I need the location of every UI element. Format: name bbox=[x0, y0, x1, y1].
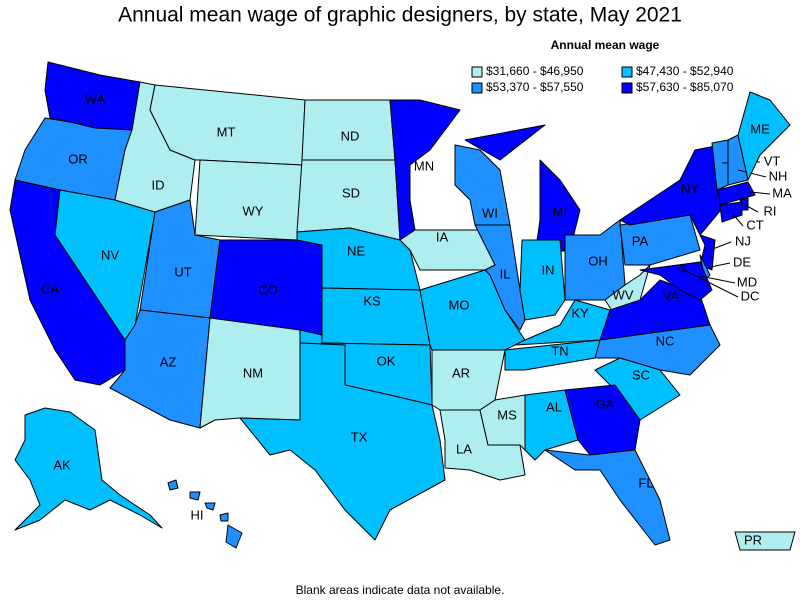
state-label: AL bbox=[546, 399, 562, 414]
state-label: NC bbox=[656, 333, 675, 348]
state-label: FL bbox=[638, 475, 653, 490]
state-label: IN bbox=[542, 262, 555, 277]
state-label: MN bbox=[414, 158, 434, 173]
state-label: CA bbox=[41, 281, 59, 296]
state-label: VT bbox=[764, 153, 781, 168]
state-label: ND bbox=[341, 128, 360, 143]
state-label: RI bbox=[764, 203, 777, 218]
state-shape bbox=[717, 181, 756, 206]
state-shape bbox=[194, 159, 303, 241]
state-label: ID bbox=[152, 177, 165, 192]
map-title: Annual mean wage of graphic designers, b… bbox=[118, 4, 682, 27]
leader-line bbox=[681, 268, 739, 298]
legend-label: $57,630 - $85,070 bbox=[636, 80, 734, 94]
footnote: Blank areas indicate data not available. bbox=[296, 583, 505, 597]
state-shape bbox=[464, 124, 546, 161]
state-label: OK bbox=[377, 353, 396, 368]
state-shape bbox=[734, 531, 796, 551]
state-shape bbox=[474, 224, 526, 331]
state-label: LA bbox=[456, 441, 472, 456]
state-shape bbox=[737, 91, 791, 181]
state-label: NJ bbox=[735, 233, 751, 248]
state-label: KS bbox=[363, 293, 381, 308]
legend-swatch bbox=[621, 66, 633, 78]
legend-swatch bbox=[471, 66, 483, 78]
state-shape bbox=[239, 342, 446, 541]
state-label: GA bbox=[596, 396, 615, 411]
state-label: VA bbox=[663, 288, 680, 303]
state-label: MD bbox=[737, 274, 757, 289]
state-label: MT bbox=[217, 124, 236, 139]
legend-title: Annual mean wage bbox=[551, 38, 660, 52]
state-label: AK bbox=[53, 457, 71, 472]
state-shape bbox=[389, 99, 461, 241]
state-label: IL bbox=[500, 266, 511, 281]
state-label: TN bbox=[551, 343, 568, 358]
state-label: CO bbox=[258, 282, 278, 297]
state-label: NY bbox=[681, 181, 699, 196]
state-label: HI bbox=[191, 507, 204, 522]
state-shape bbox=[544, 449, 671, 546]
state-label: MS bbox=[497, 407, 517, 422]
state-shape bbox=[14, 407, 163, 531]
state-label: PR bbox=[744, 532, 762, 547]
state-label: OH bbox=[588, 253, 608, 268]
leader-line bbox=[731, 212, 744, 227]
state-shape bbox=[454, 144, 511, 226]
state-shape bbox=[219, 512, 229, 522]
state-shape bbox=[594, 324, 721, 376]
legend-swatch bbox=[621, 82, 633, 94]
legend-swatch bbox=[471, 82, 483, 94]
leader-line bbox=[744, 204, 759, 213]
state-shape bbox=[189, 491, 201, 501]
state-shape bbox=[204, 502, 216, 511]
state-label: CT bbox=[746, 217, 763, 232]
state-label: UT bbox=[174, 264, 191, 279]
state-label: DC bbox=[741, 288, 760, 303]
state-label: NM bbox=[243, 365, 263, 380]
state-label: KY bbox=[571, 305, 589, 320]
legend: $31,660 - $46,950 $47,430 - $52,940 $53,37… bbox=[471, 64, 734, 94]
state-label: IA bbox=[436, 229, 449, 244]
state-shape bbox=[167, 479, 179, 491]
state-shape bbox=[639, 261, 713, 301]
state-label: OR bbox=[68, 151, 88, 166]
state-shape bbox=[719, 201, 743, 223]
leader-line bbox=[737, 169, 767, 178]
state-label: SD bbox=[342, 185, 360, 200]
state-label: SC bbox=[632, 367, 650, 382]
legend-label: $53,370 - $57,550 bbox=[486, 80, 584, 94]
state-label: WI bbox=[482, 205, 498, 220]
leader-line bbox=[705, 262, 731, 269]
state-label: TX bbox=[351, 429, 368, 444]
state-shape bbox=[519, 239, 566, 321]
state-label: PA bbox=[632, 233, 649, 248]
leader-line bbox=[749, 191, 771, 195]
state-label: MI bbox=[553, 204, 567, 219]
state-label: DE bbox=[733, 254, 751, 269]
state-label: WY bbox=[243, 203, 264, 218]
leader-line bbox=[709, 241, 732, 251]
state-label: WA bbox=[85, 91, 106, 106]
legend-label: $31,660 - $46,950 bbox=[486, 64, 584, 78]
state-label: MO bbox=[449, 297, 470, 312]
states: WA OR CA NV ID MT WY UT CO AZ NM ND SD NE KS OK TX MN IA MO… bbox=[9, 61, 796, 551]
state-label: NE bbox=[347, 243, 365, 258]
state-label: NV bbox=[101, 247, 119, 262]
legend-label: $47,430 - $52,940 bbox=[636, 64, 734, 78]
state-shape bbox=[225, 524, 243, 549]
state-label: AZ bbox=[160, 354, 177, 369]
state-label: MA bbox=[772, 185, 792, 200]
state-label: WV bbox=[613, 287, 634, 302]
state-label: NH bbox=[769, 168, 788, 183]
state-label: ME bbox=[750, 121, 770, 136]
leader-line bbox=[699, 275, 736, 284]
state-label: AR bbox=[452, 365, 470, 380]
